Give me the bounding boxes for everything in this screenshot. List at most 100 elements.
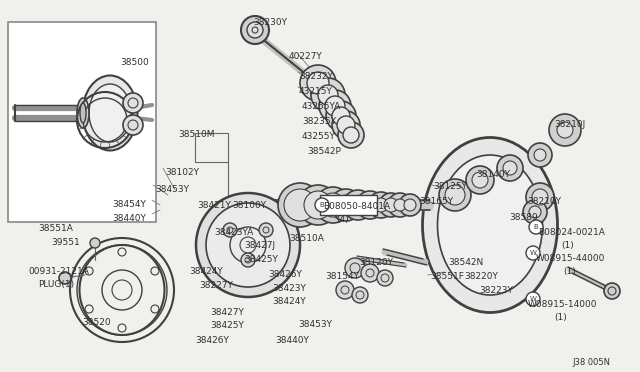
Circle shape: [304, 191, 332, 219]
Circle shape: [534, 149, 546, 161]
Ellipse shape: [80, 103, 86, 123]
Circle shape: [319, 90, 351, 122]
Text: 38426Y: 38426Y: [268, 270, 302, 279]
Text: 38232Y: 38232Y: [299, 72, 333, 81]
Text: W08915-14000: W08915-14000: [528, 300, 598, 309]
Text: W08915-44000: W08915-44000: [536, 254, 605, 263]
Circle shape: [384, 198, 398, 212]
Text: 38140Y: 38140Y: [476, 170, 510, 179]
Text: 38424Y: 38424Y: [272, 297, 306, 306]
Circle shape: [247, 22, 263, 38]
Text: 38425Y: 38425Y: [210, 321, 244, 330]
Text: 38427Y: 38427Y: [210, 308, 244, 317]
Text: 38589: 38589: [509, 213, 538, 222]
Circle shape: [206, 203, 290, 287]
Circle shape: [343, 190, 373, 220]
Circle shape: [123, 93, 143, 113]
Circle shape: [379, 193, 403, 217]
Circle shape: [388, 193, 412, 217]
Circle shape: [59, 272, 71, 284]
Circle shape: [356, 191, 384, 219]
Circle shape: [223, 223, 237, 237]
Text: 38227Y: 38227Y: [199, 281, 233, 290]
Circle shape: [318, 85, 338, 105]
Circle shape: [349, 196, 367, 214]
Circle shape: [321, 193, 345, 217]
Text: 38421Y: 38421Y: [197, 201, 231, 210]
Text: 38542P: 38542P: [307, 147, 341, 156]
Circle shape: [528, 143, 552, 167]
Ellipse shape: [77, 98, 89, 128]
Text: 38223Y: 38223Y: [479, 286, 513, 295]
Text: 38120Y: 38120Y: [359, 258, 393, 267]
Text: 38542N: 38542N: [448, 258, 483, 267]
Text: 38125Y: 38125Y: [433, 182, 467, 191]
Circle shape: [394, 199, 406, 211]
Text: PLUG(1): PLUG(1): [38, 280, 74, 289]
Text: 38235Y: 38235Y: [302, 117, 336, 126]
Text: 38424Y: 38424Y: [189, 267, 223, 276]
Circle shape: [557, 122, 573, 138]
Circle shape: [196, 193, 300, 297]
Text: 38454Y: 38454Y: [112, 200, 146, 209]
Circle shape: [532, 189, 548, 205]
Text: 38210J: 38210J: [554, 120, 585, 129]
Circle shape: [90, 238, 100, 248]
Text: 38440Y: 38440Y: [275, 336, 309, 345]
Circle shape: [332, 111, 360, 139]
Ellipse shape: [438, 155, 543, 295]
Ellipse shape: [89, 84, 131, 142]
Circle shape: [472, 172, 488, 188]
Circle shape: [284, 189, 316, 221]
Text: 38230Y: 38230Y: [253, 18, 287, 27]
Text: B: B: [319, 202, 324, 208]
Circle shape: [241, 253, 255, 267]
Circle shape: [497, 155, 523, 181]
Text: 38423YA: 38423YA: [214, 228, 253, 237]
Circle shape: [526, 183, 554, 211]
Circle shape: [529, 220, 543, 234]
Text: (1): (1): [563, 267, 576, 276]
Circle shape: [259, 223, 273, 237]
Text: 00931-2121A: 00931-2121A: [28, 267, 89, 276]
Text: 38453Y: 38453Y: [155, 185, 189, 194]
Circle shape: [361, 264, 379, 282]
Circle shape: [399, 194, 421, 216]
Circle shape: [315, 187, 351, 223]
Circle shape: [466, 166, 494, 194]
Text: 38453Y: 38453Y: [298, 320, 332, 329]
Text: 38440Y: 38440Y: [112, 214, 146, 223]
Text: 38100Y: 38100Y: [232, 201, 266, 210]
Circle shape: [526, 292, 540, 306]
Circle shape: [439, 179, 471, 211]
Circle shape: [300, 65, 336, 101]
Text: 38210Y: 38210Y: [527, 197, 561, 206]
Circle shape: [325, 96, 345, 116]
Ellipse shape: [83, 76, 138, 151]
Text: 38426Y: 38426Y: [195, 336, 229, 345]
Text: 38425Y: 38425Y: [244, 255, 278, 264]
Circle shape: [336, 195, 356, 215]
Text: W: W: [529, 296, 536, 302]
Text: 38165Y: 38165Y: [419, 197, 453, 206]
Circle shape: [377, 270, 393, 286]
Text: 40227Y: 40227Y: [289, 52, 323, 61]
Circle shape: [445, 185, 465, 205]
Text: 38154Y: 38154Y: [325, 272, 359, 281]
Circle shape: [123, 115, 143, 135]
Circle shape: [374, 198, 388, 212]
Text: 38520: 38520: [82, 318, 111, 327]
Text: 38220Y: 38220Y: [464, 272, 498, 281]
Circle shape: [278, 183, 322, 227]
Circle shape: [503, 161, 517, 175]
Circle shape: [352, 287, 368, 303]
Circle shape: [549, 114, 581, 146]
Text: W: W: [529, 250, 536, 256]
Circle shape: [330, 189, 362, 221]
Text: J38 005N: J38 005N: [572, 358, 610, 367]
Circle shape: [404, 199, 416, 211]
Circle shape: [311, 78, 345, 112]
Circle shape: [337, 116, 355, 134]
Circle shape: [332, 107, 350, 125]
Text: 38551F: 38551F: [430, 272, 464, 281]
